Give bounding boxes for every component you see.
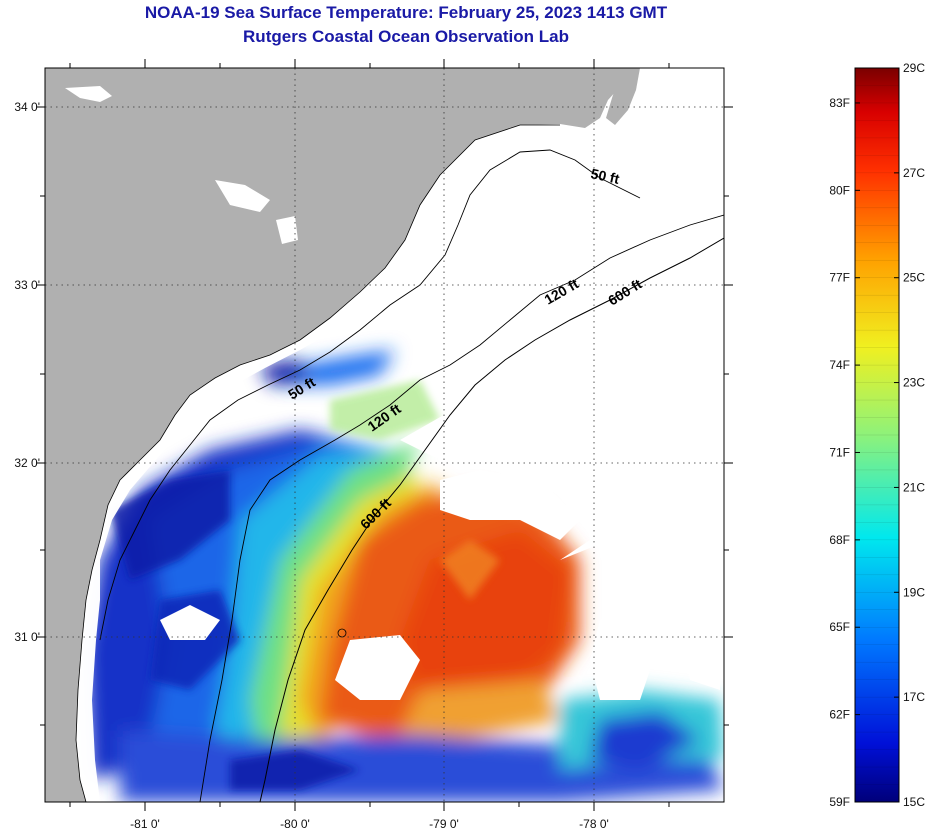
colorbar-label-f: 59F (829, 795, 850, 809)
lon-tick-label: -80 0' (280, 817, 310, 831)
colorbar-label-f: 80F (829, 183, 850, 197)
colorbar-label-f: 77F (829, 271, 850, 285)
sst-field (85, 350, 724, 802)
map-frame (44, 67, 725, 803)
colorbar-label-c: 21C (903, 480, 925, 494)
colorbar-label-c: 25C (903, 271, 925, 285)
colorbar-label-f: 62F (829, 708, 850, 722)
lon-tick-label: -81 0' (130, 817, 160, 831)
colorbar-label-f: 65F (829, 620, 850, 634)
coastal-land (45, 68, 626, 802)
isobath-50ft (99, 149, 641, 641)
colorbar-label-f: 74F (829, 358, 850, 372)
lat-tick-label: 34 0' (14, 100, 40, 114)
lon-tick-label: -78 0' (579, 817, 609, 831)
colorbar-label-c: 27C (903, 166, 925, 180)
graticule (45, 68, 724, 802)
colorbar-label-f: 71F (829, 445, 850, 459)
colorbar (854, 67, 900, 803)
colorbar-label-f: 83F (829, 96, 850, 110)
map-title: NOAA-19 Sea Surface Temperature: Februar… (144, 3, 668, 22)
cloud-gaps (160, 400, 724, 700)
isobath-120ft (199, 214, 724, 802)
colorbar-label-f: 68F (829, 533, 850, 547)
lat-tick-label: 32 0' (14, 456, 40, 470)
colorbar-gradient (855, 68, 899, 802)
colorbar-label-c: 29C (903, 61, 925, 75)
contour-label-50ft: 50 ft (589, 165, 621, 187)
colorbar-label-c: 17C (903, 690, 925, 704)
lon-tick-label: -79 0' (429, 817, 459, 831)
colorbar-label-c: 23C (903, 376, 925, 390)
lat-tick-label: 31 0' (14, 630, 40, 644)
colorbar-label-c: 19C (903, 585, 925, 599)
colorbar-label-c: 15C (903, 795, 925, 809)
map-subtitle: Rutgers Coastal Ocean Observation Lab (243, 27, 569, 46)
isobath-600ft (259, 237, 724, 802)
lat-tick-label: 33 0' (14, 278, 40, 292)
